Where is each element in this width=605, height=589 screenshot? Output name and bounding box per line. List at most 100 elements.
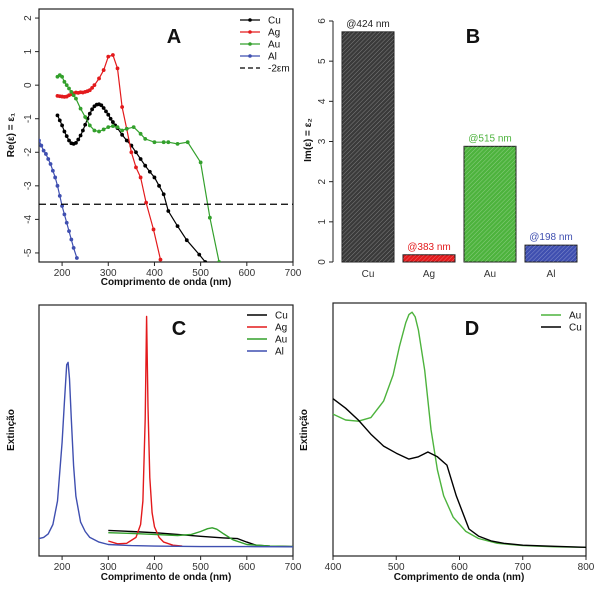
data-point-cu: [143, 163, 148, 168]
data-point-cu: [67, 138, 71, 143]
data-point-cu: [55, 113, 60, 118]
x-tick-label: 600: [238, 562, 255, 573]
panel-a-frame: [38, 8, 294, 263]
category-label-ag: Ag: [423, 269, 435, 280]
x-tick-label: 500: [192, 268, 209, 279]
data-point-ag: [144, 200, 149, 205]
series-line-al: [38, 361, 294, 548]
data-point-al: [39, 143, 44, 148]
data-point-au: [78, 106, 83, 111]
panel-a-letter: A: [167, 26, 181, 48]
y-tick-label: 6: [317, 18, 328, 24]
data-point-cu: [110, 120, 115, 124]
data-point-au: [166, 140, 171, 145]
data-point-cu: [62, 129, 67, 134]
data-point-au: [83, 115, 88, 119]
data-point-au: [97, 129, 101, 134]
panel-a-re-epsilon: 200 300 400 500 600 700 2 1 0 -1 -2 -3 -4 -5 A Compr…: [6, 8, 302, 288]
data-point-cu: [64, 134, 69, 139]
legend-label-ag: Ag: [275, 323, 287, 334]
data-point-cu: [124, 138, 129, 143]
category-label-al: Al: [547, 269, 556, 280]
x-tick-label: 700: [514, 562, 531, 573]
data-point-au: [92, 128, 97, 133]
series-line-ag: [57, 54, 162, 260]
data-point-cu: [80, 128, 85, 133]
panel-c-y-title: Extinção: [6, 409, 17, 451]
panel-c-letter: C: [172, 318, 186, 340]
data-point-au: [152, 140, 157, 145]
data-point-cu: [184, 238, 189, 243]
data-point-ag: [106, 54, 111, 59]
panel-b-im-epsilon: @424 nm Cu @383 nm Ag @515 nm Au @198 nm Al 0 1 2…: [303, 18, 578, 280]
data-point-au: [131, 125, 136, 130]
panel-b-letter: B: [466, 26, 480, 48]
data-point-ag: [158, 257, 163, 262]
y-tick-label: 1: [317, 219, 328, 225]
legend-marker-al: [248, 54, 252, 58]
panel-d-extinction: 400 500 600 700 800 D Comprimento de onda (n…: [299, 302, 595, 583]
legend-label-al: Al: [275, 347, 284, 358]
panel-c-x-title: Comprimento de onda (nm): [101, 572, 232, 583]
data-point-au: [106, 125, 111, 130]
panel-d-series: [332, 311, 587, 548]
panel-c-x-ticks: 200 300 400 500 600 700: [54, 556, 302, 573]
x-tick-label: 200: [54, 268, 71, 279]
category-label-cu: Cu: [362, 269, 375, 280]
data-point-au: [74, 96, 78, 101]
data-point-al: [39, 138, 41, 143]
legend-label-au: Au: [275, 335, 287, 346]
data-point-al: [60, 204, 64, 208]
data-point-al: [64, 220, 69, 225]
data-point-cu: [138, 157, 143, 161]
data-point-ag: [129, 150, 134, 155]
legend-label-cu: Cu: [275, 311, 288, 322]
data-point-cu: [175, 224, 180, 228]
data-point-al: [46, 157, 51, 161]
panel-a-y-ticks: 2 1 0 -1 -2 -3 -4 -5: [23, 15, 39, 257]
data-point-au: [138, 131, 143, 136]
bar-annotation-ag: @383 nm: [407, 242, 451, 253]
data-point-cu: [166, 209, 171, 213]
data-point-al: [62, 212, 67, 217]
legend-marker-cu: [248, 18, 252, 22]
panel-c-extinction: 200 300 400 500 600 700 C Comprimento de onda…: [6, 304, 302, 583]
bar-annotation-cu: @424 nm: [346, 19, 390, 30]
series-line-ag: [108, 315, 183, 547]
data-point-au: [198, 160, 203, 165]
data-point-cu: [57, 118, 62, 123]
y-tick-label: -3: [23, 181, 34, 190]
bar-annotation-au: @515 nm: [468, 133, 512, 144]
y-tick-label: 0: [23, 82, 34, 88]
data-point-cu: [203, 260, 208, 262]
panel-a-x-title: Comprimento de onda (nm): [101, 277, 232, 288]
x-tick-label: 600: [451, 562, 468, 573]
legend-marker-ag: [248, 30, 252, 34]
data-point-au: [87, 123, 92, 128]
data-point-cu: [74, 140, 78, 145]
y-tick-label: 2: [23, 15, 34, 21]
data-point-au: [120, 128, 125, 133]
data-point-cu: [106, 112, 111, 117]
series-line-au: [332, 311, 587, 548]
data-point-cu: [134, 150, 138, 155]
legend-label-cu: Cu: [569, 323, 582, 334]
panel-d-x-title: Comprimento de onda (nm): [394, 572, 525, 583]
series-line-cu: [108, 529, 294, 548]
data-point-cu: [104, 109, 108, 114]
y-tick-label: -1: [23, 114, 34, 123]
panel-b-y-title: Im(ε) = ε₂: [303, 118, 314, 162]
data-point-cu: [108, 116, 113, 121]
y-tick-label: -2: [23, 147, 34, 156]
panel-b-y-ticks: 0 1 2 3 4 5 6: [317, 18, 333, 265]
data-point-al: [53, 175, 58, 180]
legend-label-cu: Cu: [268, 16, 281, 27]
legend-marker-au: [248, 42, 252, 46]
data-point-al: [44, 152, 48, 156]
data-point-cu: [90, 107, 95, 112]
data-point-au: [207, 215, 212, 220]
data-point-ag: [115, 66, 120, 71]
